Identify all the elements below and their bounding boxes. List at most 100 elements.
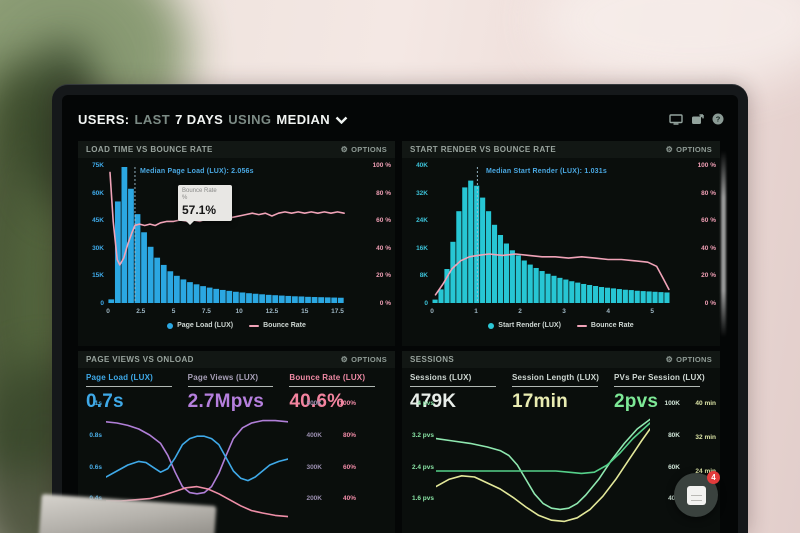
x-axis-tick: 2 <box>518 308 522 315</box>
legend-label: Bounce Rate <box>590 322 634 329</box>
x-axis-tick: 3 <box>562 308 566 315</box>
legend-item[interactable]: Bounce Rate <box>249 322 306 329</box>
panel-title: SESSIONS <box>410 355 455 364</box>
tooltip-value: 57.1% <box>182 203 217 218</box>
metrics-row: Page Load (LUX) 0.7s Page Views (LUX) 2.… <box>86 373 391 413</box>
legend-label: Bounce Rate <box>263 322 306 329</box>
y-axis-left: 75K 60K 45K 30K 15K 0 <box>78 162 104 307</box>
axis-tick: 4 pvs <box>417 400 434 407</box>
axis-tick: 0.6s <box>89 463 102 471</box>
x-axis: 0 2.5 5 7.5 10 12.5 15 17.5 <box>106 308 348 317</box>
monitor-icon[interactable] <box>669 113 683 125</box>
options-button[interactable]: ⚙︎ OPTIONS <box>665 144 712 154</box>
gear-icon: ⚙︎ <box>340 354 349 364</box>
metric-page-load: Page Load (LUX) 0.7s <box>86 373 182 413</box>
y-axis-pvs: 4 pvs 3.2 pvs 2.4 pvs 1.6 pvs <box>404 400 434 503</box>
bounce-rate-tooltip: Bounce Rate % 57.1% <box>178 185 232 226</box>
axis-tick: 32 min <box>695 434 716 441</box>
axis-tick: 30K <box>92 244 104 252</box>
laptop-screen: USERS: LAST 7 DAYS USING MEDIAN <box>62 95 738 533</box>
axis-tick: 16K <box>416 244 428 252</box>
metric-underline <box>410 386 496 387</box>
notification-badge: 4 <box>707 471 720 484</box>
panel-header: PAGE VIEWS VS ONLOAD ⚙︎ OPTIONS <box>78 351 395 368</box>
options-button[interactable]: ⚙︎ OPTIONS <box>340 144 387 154</box>
axis-tick: 100 % <box>697 162 716 169</box>
panel-title: LOAD TIME VS BOUNCE RATE <box>86 145 213 154</box>
axis-tick: 100% <box>339 400 356 407</box>
panel-header: LOAD TIME VS BOUNCE RATE ⚙︎ OPTIONS <box>78 141 395 158</box>
axis-tick: 40% <box>342 495 356 503</box>
axis-tick: 200K <box>306 495 322 503</box>
median-annotation: Median Page Load (LUX): 2.056s <box>140 168 254 175</box>
axis-tick: 8K <box>419 272 428 279</box>
help-icon[interactable]: ? <box>712 113 724 125</box>
x-axis-tick: 15 <box>301 308 309 315</box>
options-button[interactable]: ⚙︎ OPTIONS <box>665 354 712 364</box>
axis-tick: 0 <box>100 299 104 307</box>
axis-tick: 40K <box>416 162 428 169</box>
metric-underline <box>289 386 376 387</box>
panel-title: PAGE VIEWS VS ONLOAD <box>86 355 194 364</box>
x-axis-tick: 4 <box>606 308 610 315</box>
x-axis-tick: 17.5 <box>331 308 344 315</box>
panel-header: START RENDER VS BOUNCE RATE ⚙︎ OPTIONS <box>402 141 720 158</box>
legend-line-swatch <box>576 324 587 327</box>
metric-pvs-per-session: PVs Per Session (LUX) 2pvs <box>614 373 705 412</box>
legend-dot-swatch <box>488 322 495 329</box>
axis-tick: 40 % <box>376 244 391 252</box>
gear-icon: ⚙︎ <box>340 144 349 154</box>
metric-underline <box>614 386 700 387</box>
y-axis-bounce: 100% 80% 60% 40% <box>328 400 356 503</box>
gear-icon: ⚙︎ <box>665 354 674 364</box>
axis-tick: 0 % <box>704 299 716 307</box>
legend-item[interactable]: Bounce Rate <box>576 322 634 329</box>
x-axis: 0 1 2 3 4 5 <box>430 308 672 317</box>
x-axis-tick: 5 <box>171 308 176 315</box>
axis-tick: 15K <box>92 272 104 279</box>
sessions-chart[interactable] <box>436 405 650 525</box>
panel-load-time-vs-bounce-rate: LOAD TIME VS BOUNCE RATE ⚙︎ OPTIONS 75K 60… <box>78 141 395 346</box>
metric-session-length: Session Length (LUX) 17min <box>512 373 600 412</box>
axis-tick: 40 % <box>701 244 716 252</box>
axis-tick: 60K <box>92 189 104 197</box>
start-render-chart[interactable] <box>432 167 672 303</box>
axis-tick: 60% <box>342 463 356 471</box>
axis-tick: 100K <box>664 400 680 407</box>
metric-underline <box>86 386 172 387</box>
metric-underline <box>512 386 598 387</box>
users-range-dropdown[interactable]: USERS: LAST 7 DAYS USING MEDIAN <box>78 112 348 127</box>
x-axis-tick: 2.5 <box>136 308 146 315</box>
load-time-chart[interactable] <box>108 167 348 303</box>
y-axis-right: 100 % 80 % 60 % 40 % 20 % 0 % <box>682 162 716 307</box>
title-using: USING <box>228 111 272 127</box>
axis-tick: 80K <box>668 431 680 439</box>
chevron-down-icon <box>335 112 348 127</box>
y-axis-seconds: 1s0.8s0.6s0.4s <box>80 400 102 503</box>
toolbar-icons: ? <box>669 113 724 125</box>
legend-item[interactable]: Start Render (LUX) <box>488 322 561 329</box>
chart-legend: Start Render (LUX) Bounce Rate <box>402 322 720 329</box>
y-axis-views: 500K 400K 300K 200K <box>296 400 322 503</box>
gear-icon: ⚙︎ <box>665 144 674 154</box>
legend-item[interactable]: Page Load (LUX) <box>167 322 233 329</box>
page-views-chart[interactable] <box>106 405 288 525</box>
axis-tick: 24 min <box>695 468 716 475</box>
axis-tick: 500K <box>306 400 322 407</box>
metric-sessions: Sessions (LUX) 479K <box>410 373 506 413</box>
axis-tick: 0 % <box>379 299 391 307</box>
share-icon[interactable] <box>691 113 704 125</box>
legend-label: Page Load (LUX) <box>177 322 234 329</box>
metric-page-views: Page Views (LUX) 2.7Mpvs <box>187 373 284 413</box>
svg-text:?: ? <box>716 115 721 124</box>
axis-tick: 60 % <box>701 217 716 224</box>
chat-widget-button[interactable]: 4 <box>674 471 720 517</box>
x-axis-tick: 0 <box>106 308 110 315</box>
metrics-row: Sessions (LUX) 479K Session Length (LUX)… <box>410 373 716 413</box>
options-button[interactable]: ⚙︎ OPTIONS <box>340 354 387 364</box>
legend-line-swatch <box>249 324 260 327</box>
axis-tick: 20 % <box>376 272 391 279</box>
panel-start-render-vs-bounce-rate: START RENDER VS BOUNCE RATE ⚙︎ OPTIONS 40… <box>402 141 720 346</box>
x-axis-tick: 10 <box>235 308 243 315</box>
